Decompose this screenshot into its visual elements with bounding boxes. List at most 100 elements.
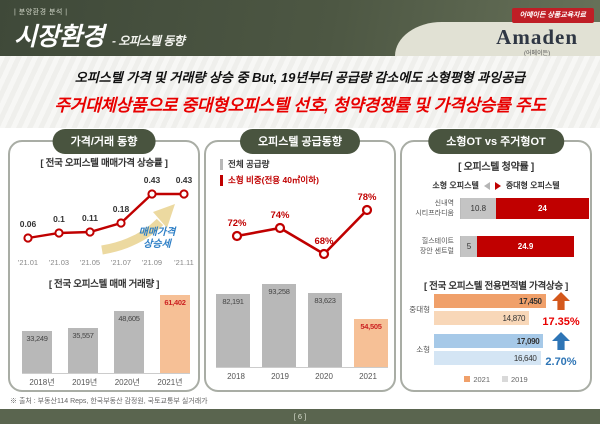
trend-arrow-head-icon xyxy=(153,204,175,228)
transaction-volume-x-axis: 2018년 2019년 2020년 2021년 xyxy=(22,377,190,388)
ratio-line xyxy=(236,209,368,256)
data-point xyxy=(23,233,33,243)
subscription-bars: 10.8 24 xyxy=(460,198,590,219)
bar-value: 17,450 xyxy=(519,296,542,306)
small-change: 2.70% xyxy=(538,332,584,368)
point-label: 0.18 xyxy=(113,204,130,214)
legend-2019: 2019 xyxy=(502,375,528,384)
size-label: 소형 xyxy=(416,345,430,354)
bar-2021: 17,090 xyxy=(434,334,544,348)
bar-value: 17,090 xyxy=(516,336,540,346)
x-tick: 2021년 xyxy=(157,378,183,387)
bar-2019: 14,870 xyxy=(434,311,530,325)
education-badge: 어메이든 상품교육자료 xyxy=(511,8,594,23)
legend-small-ratio: 소형 비중(전용 40㎡이하) xyxy=(220,174,319,186)
price-bars: 17,090 16,640 xyxy=(434,334,544,365)
page-number-bar: [ 6 ] xyxy=(0,409,600,424)
x-tick: '21.05 xyxy=(80,258,100,267)
segment-value: 10.8 xyxy=(470,204,487,213)
legend-square-icon xyxy=(464,376,471,382)
legend-2021: 2021 xyxy=(464,375,490,384)
transaction-volume-chart-title: [ 전국 오피스텔 매매 거래량 ] xyxy=(48,279,160,290)
year-legend: 2021 2019 xyxy=(402,375,590,384)
bar-2019: 16,640 xyxy=(434,351,541,365)
header-logo-shape: Amaden (어메이든) xyxy=(395,22,600,57)
segment-value: 5 xyxy=(466,242,472,251)
panel-supply-trend-pill: 오피스텔 공급동향 xyxy=(239,129,361,154)
page-title-main: 시장환경 xyxy=(14,23,105,51)
left-triangle-icon xyxy=(483,181,490,190)
up-arrow-icon xyxy=(552,332,570,350)
page-title-suffix: - 오피스텔 동향 xyxy=(112,34,185,48)
data-point xyxy=(116,218,126,228)
data-point xyxy=(274,222,286,234)
pct-label: 72% xyxy=(227,218,247,229)
price-bars: 17,450 14,870 xyxy=(434,294,546,325)
headline-block: 오피스텔 가격 및 거래량 상승 중 But, 19년부터 공급량 감소에도 소… xyxy=(0,56,600,128)
subscription-rate-title: [ 오피스텔 청약률 ] xyxy=(458,162,534,173)
bar-2020: 83,623 xyxy=(308,292,342,367)
data-point xyxy=(231,230,243,242)
project-label: 힐스테이트 장안 센트럴 xyxy=(419,238,454,255)
header-tag: | 분양환경 분석 | xyxy=(14,9,68,16)
trend-arrow-icon xyxy=(101,218,164,255)
bar-2019: 35,557 xyxy=(68,327,98,373)
x-tick: 2020년 xyxy=(114,378,140,387)
brand-logo: Amaden (어메이든) xyxy=(496,25,578,57)
bar-value: 33,249 xyxy=(26,333,48,343)
x-tick: 2019 xyxy=(271,372,289,381)
x-tick: 2020 xyxy=(315,372,333,381)
bar-value: 93,258 xyxy=(268,287,290,296)
bar-value: 14,870 xyxy=(502,313,526,323)
data-point xyxy=(318,248,330,260)
subscription-row-1: 신내역 시티프라디움 10.8 24 xyxy=(408,198,590,219)
legend-2019-label: 2019 xyxy=(511,375,528,384)
change-pct: 17.35% xyxy=(542,316,580,328)
small-segment: 10.8 xyxy=(461,198,496,219)
project-label: 신내역 시티프라디움 xyxy=(415,200,454,217)
transaction-volume-bar-chart: 33,249 35,557 48,605 61,402 xyxy=(22,292,190,374)
bar-value: 54,505 xyxy=(360,321,382,331)
change-pct: 2.70% xyxy=(545,356,577,368)
up-arrow-icon xyxy=(552,292,570,310)
price-growth-chart-title: [ 전국 오피스텔 매매가격 상승률 ] xyxy=(40,158,168,169)
x-tick: '21.09 xyxy=(142,258,162,267)
bar-2021-highlight: 61,402 xyxy=(160,295,190,373)
supply-x-axis: 2018 2019 2020 2021 xyxy=(216,372,388,381)
panel-price-transaction: 가격/거래 동향 [ 전국 오피스텔 매매가격 상승률 ] 0.06 0.1 0… xyxy=(8,129,200,392)
pct-label: 74% xyxy=(270,210,290,221)
bar-2018: 82,191 xyxy=(216,293,250,367)
bar-value: 48,605 xyxy=(118,314,140,324)
legend-midlarge-label: 중대형 오피스텔 xyxy=(505,181,560,190)
midlarge-change: 17.35% xyxy=(538,292,584,328)
point-label: 0.11 xyxy=(82,213,98,223)
point-label: 0.06 xyxy=(20,219,37,229)
legend-label: 전체 공급량 xyxy=(228,159,270,169)
bar-value: 83,623 xyxy=(314,295,336,305)
data-point xyxy=(85,227,95,237)
midlarge-segment: 24.9 xyxy=(477,236,575,257)
panel-small-vs-residential: 소형OT vs 주거형OT [ 오피스텔 청약률 ] 소형 오피스텔 중대형 오… xyxy=(400,129,592,392)
data-point xyxy=(361,204,373,216)
bar-2018: 33,249 xyxy=(22,330,52,373)
legend-total-supply: 전체 공급량 xyxy=(220,158,269,170)
headline-line1: 오피스텔 가격 및 거래량 상승 중 But, 19년부터 공급량 감소에도 소… xyxy=(74,70,526,85)
subscription-bars: 5 24.9 xyxy=(460,236,575,257)
x-tick: 2018년 xyxy=(29,378,55,387)
small-ratio-line-chart: 72% 74% 68% 78% xyxy=(227,192,377,260)
price-rise-title: [ 전국 오피스텔 전용면적별 가격상승 ] xyxy=(423,281,569,292)
small-segment: 5 xyxy=(461,236,477,257)
point-label: 0.43 xyxy=(176,175,193,185)
annotation-text-line2: 상승세 xyxy=(143,238,172,250)
price-growth-line xyxy=(27,192,184,240)
header: | 분양환경 분석 | 시장환경 - 오피스텔 동향 Amaden (어메이든) … xyxy=(0,0,600,57)
bar-2020: 48,605 xyxy=(114,311,144,373)
subscription-legend: 소형 오피스텔 중대형 오피스텔 xyxy=(402,180,590,191)
pct-label: 78% xyxy=(357,192,377,203)
x-tick: '21.01 xyxy=(18,258,38,267)
supply-bar-chart: 82,191 93,258 83,623 54,505 xyxy=(216,282,388,368)
price-row-midlarge: 중대형 17,450 14,870 xyxy=(406,294,546,325)
legend-square-icon xyxy=(502,376,508,382)
page-title: 시장환경 - 오피스텔 동향 xyxy=(14,17,185,53)
